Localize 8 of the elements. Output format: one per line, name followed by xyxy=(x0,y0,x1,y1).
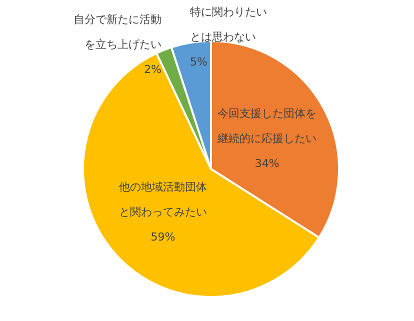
slice-label: 今回支援した団体を継続的に応援したい xyxy=(216,106,317,145)
data-label: 5% xyxy=(190,54,208,68)
slice-label: 特に関わりたいとは思わない xyxy=(190,4,267,43)
slice-label: 自分で新たに活動を立ち上げたい xyxy=(74,12,162,51)
data-label: 59% xyxy=(150,230,176,243)
data-label: 2% xyxy=(144,62,162,76)
data-label: 34% xyxy=(254,156,280,170)
slice-label: 他の地域活動団体と関わってみたい xyxy=(118,180,207,218)
